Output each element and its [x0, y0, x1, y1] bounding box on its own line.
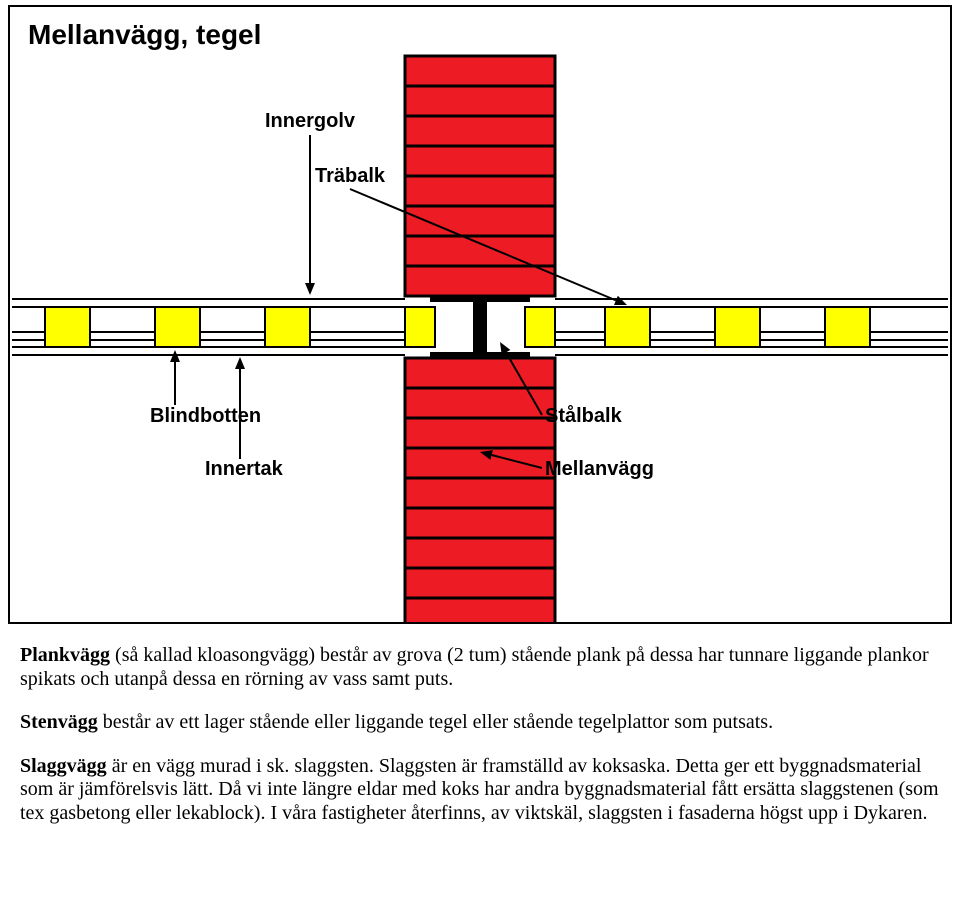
svg-text:Innertak: Innertak [205, 458, 284, 480]
para-stenvagg-text: består av ett lager stående eller liggan… [98, 711, 773, 733]
para-slaggvagg-label: Slaggvägg [20, 755, 107, 777]
paragraphs: Plankvägg (så kallad kloasongvägg) bestå… [20, 644, 940, 826]
para-plankvagg-text: (så kallad kloasongvägg) består av grova… [20, 644, 929, 690]
diagram-frame: Mellanvägg, tegel Innergolv Träbalk Blindb… [8, 5, 952, 624]
svg-text:Stålbalk: Stålbalk [545, 404, 623, 427]
para-stenvagg: Stenvägg består av ett lager stående ell… [20, 711, 940, 735]
diagram-svg: Innergolv Träbalk Blindbotten Stålbalk Inner… [10, 7, 950, 622]
svg-text:Innergolv: Innergolv [265, 110, 356, 132]
para-slaggvagg: Slaggvägg är en vägg murad i sk. slaggst… [20, 755, 940, 826]
svg-text:Blindbotten: Blindbotten [150, 405, 261, 427]
diagram-title: Mellanvägg, tegel [28, 19, 261, 51]
svg-text:Mellanvägg: Mellanvägg [545, 458, 654, 480]
para-stenvagg-label: Stenvägg [20, 711, 98, 733]
svg-text:Träbalk: Träbalk [315, 165, 386, 187]
para-plankvagg-label: Plankvägg [20, 644, 110, 666]
para-slaggvagg-text: är en vägg murad i sk. slaggsten. Slaggs… [20, 755, 939, 824]
para-plankvagg: Plankvägg (så kallad kloasongvägg) bestå… [20, 644, 940, 691]
